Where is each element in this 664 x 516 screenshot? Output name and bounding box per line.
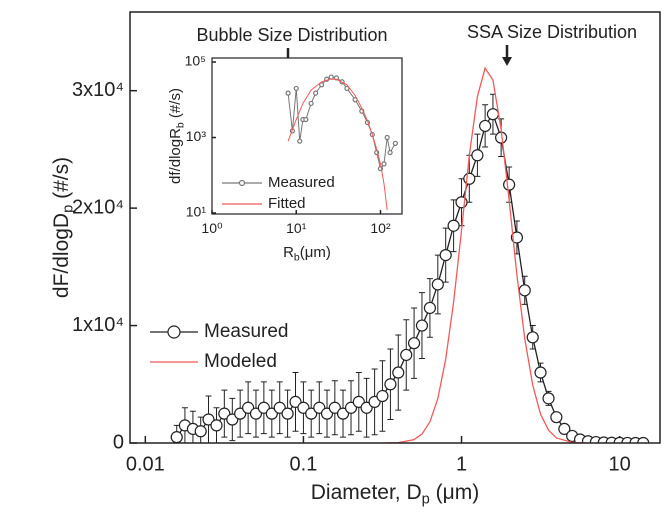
axis-title-part: (μm) <box>430 481 479 504</box>
legend-label: Fitted <box>268 195 306 212</box>
plot-area <box>285 74 398 211</box>
data-point <box>392 140 398 146</box>
data-point <box>381 161 387 167</box>
legend-marker <box>238 179 246 187</box>
data-point <box>194 425 207 438</box>
y-tick-label: 0 <box>113 431 124 453</box>
data-point <box>360 401 373 414</box>
x-tick-label: 0.1 <box>290 453 318 475</box>
plot-frame <box>129 11 661 444</box>
data-point <box>503 178 516 191</box>
plot-area <box>170 66 650 443</box>
data-point <box>303 116 309 123</box>
axis-title-part: (μm) <box>300 244 331 261</box>
data-point <box>431 278 444 291</box>
main-chart: 0.01 0.1 1 10 0 1x10⁴ 2x10⁴ 3x10⁴ Measured Modele… <box>72 11 661 475</box>
legend-label: Measured <box>204 321 289 342</box>
data-point <box>313 90 319 96</box>
axis-title-part: b <box>294 251 300 263</box>
x-tick-label: 1 <box>456 453 467 475</box>
data-point <box>376 389 389 403</box>
x-tick-label: 10⁰ <box>201 220 223 236</box>
y-tick-label: 3x10⁴ <box>72 79 124 101</box>
annotation-arrowhead <box>502 57 512 66</box>
data-point <box>479 119 492 133</box>
axis-title-part: R <box>283 244 294 261</box>
data-point <box>463 172 476 185</box>
legend-marker <box>167 325 181 339</box>
data-point <box>387 149 393 156</box>
data-point <box>281 407 294 420</box>
data-point <box>344 85 350 92</box>
plot-frame <box>211 57 403 215</box>
data-point <box>550 411 563 424</box>
axis-title: df/dlogRb (#/s) <box>167 88 186 184</box>
data-point <box>308 100 314 107</box>
data-point <box>328 74 334 80</box>
legend-label: Measured <box>268 174 335 191</box>
data-point <box>407 337 421 350</box>
axis-title-part: dF/dlogD <box>50 213 73 298</box>
data-point <box>285 90 291 96</box>
data-point <box>471 149 484 162</box>
axis-title-part: (#/s) <box>50 157 73 205</box>
y-tick-label: 10³ <box>186 128 207 144</box>
data-point <box>534 366 547 379</box>
x-tick-label: 10¹ <box>286 220 307 236</box>
axis-title: Rb(μm) <box>283 244 331 263</box>
y-tick-label: 10¹ <box>186 204 207 220</box>
data-point <box>305 407 318 420</box>
data-point <box>384 378 397 391</box>
y-tick-label: 10⁵ <box>185 53 206 69</box>
data-point <box>558 422 571 436</box>
annotation: SSA Size Distribution <box>467 22 637 42</box>
series-line <box>382 66 589 443</box>
data-point <box>510 231 524 244</box>
data-point <box>210 419 223 432</box>
data-point <box>439 248 452 262</box>
axis-title: dF/dlogDp (#/s) <box>50 157 77 298</box>
data-point <box>526 331 539 344</box>
legend-label: Modeled <box>204 351 277 372</box>
data-point <box>218 407 231 420</box>
y-tick-label: 1x10⁴ <box>72 314 124 336</box>
axis-title-part: b <box>174 122 186 128</box>
axis-title-part: p <box>60 205 76 213</box>
data-point <box>392 366 405 379</box>
data-point <box>400 348 413 362</box>
x-tick-label: 10² <box>370 220 391 236</box>
axis-title-part: p <box>422 491 430 507</box>
data-point <box>423 301 437 315</box>
x-tick-label: 10 <box>609 453 631 475</box>
data-point <box>202 413 215 426</box>
data-point <box>542 392 555 405</box>
data-point <box>384 134 390 141</box>
axis-title-part: Diameter, D <box>311 481 422 504</box>
data-point <box>486 108 500 121</box>
data-point <box>170 431 183 443</box>
data-point <box>447 219 460 232</box>
data-point <box>293 85 299 92</box>
data-point <box>319 82 325 88</box>
series-line <box>287 78 388 211</box>
annotation: Bubble Size Distribution <box>196 25 387 45</box>
data-point <box>518 284 531 297</box>
data-point <box>297 138 303 144</box>
y-tick-label: 2x10⁴ <box>72 196 124 218</box>
axis-title-part: df/dlogR <box>167 128 184 184</box>
x-tick-label: 0.01 <box>126 453 165 475</box>
data-point <box>336 407 350 420</box>
axis-title: Diameter, Dp (μm) <box>311 481 479 508</box>
data-point <box>328 401 341 414</box>
axis-title-part: (#/s) <box>167 88 184 122</box>
data-point <box>415 319 429 332</box>
